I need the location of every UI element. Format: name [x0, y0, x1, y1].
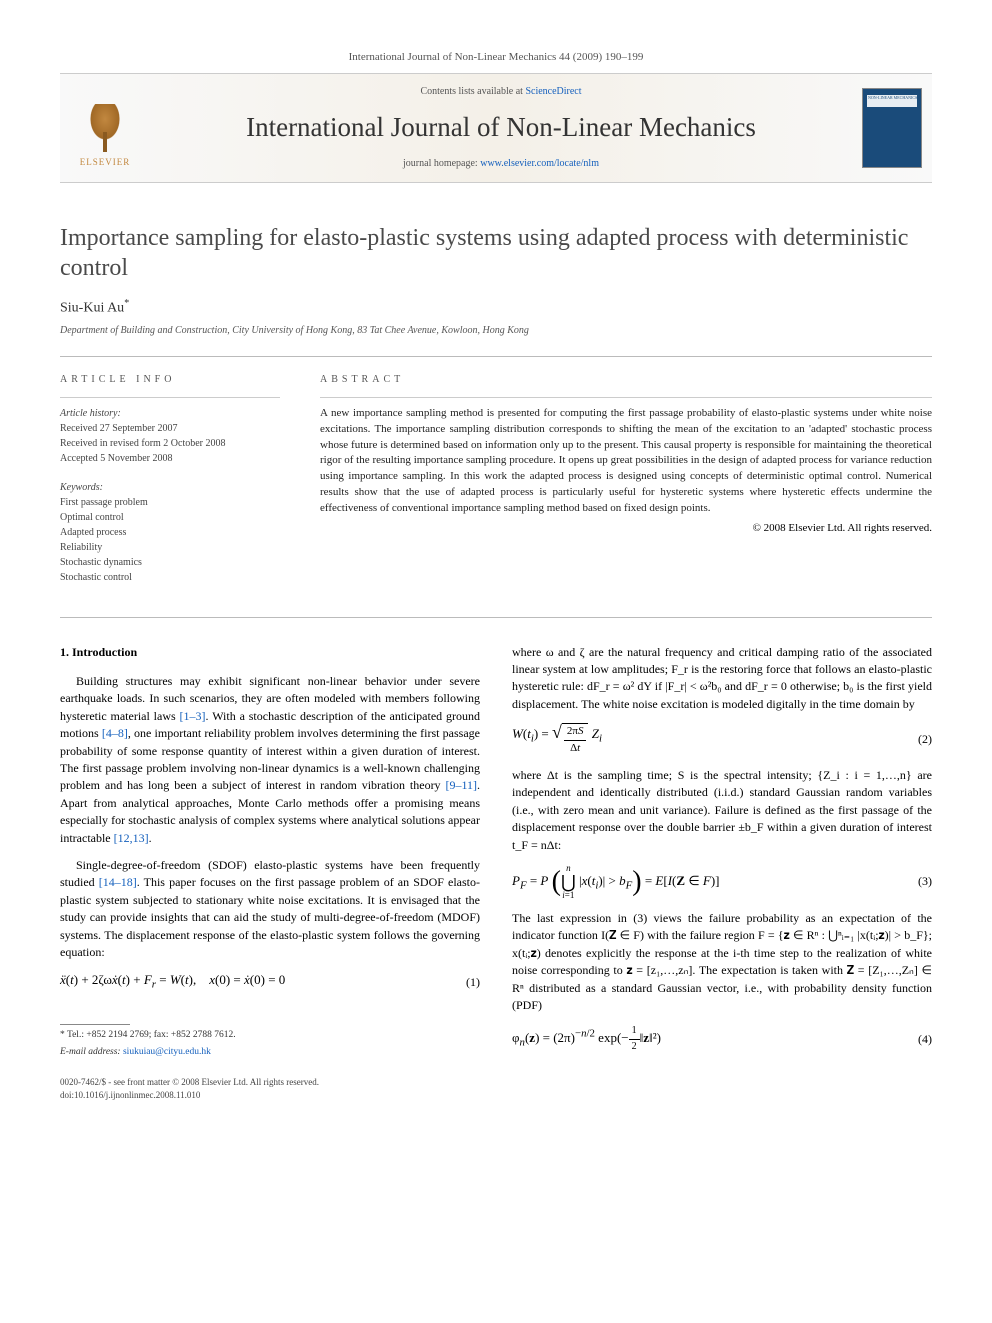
sciencedirect-link[interactable]: ScienceDirect	[525, 86, 581, 97]
author-name: Siu-Kui Au*	[60, 297, 932, 318]
divider-top	[60, 356, 932, 357]
equation-number: (3)	[902, 873, 932, 890]
citation-link[interactable]: [9–11]	[445, 778, 477, 792]
article-info-heading: ARTICLE INFO	[60, 373, 280, 387]
homepage-link[interactable]: www.elsevier.com/locate/nlm	[480, 158, 599, 169]
equation-body: PF = P (n⋃i=1 |x(ti)| > bF) = E[I(Z ∈ F)…	[512, 864, 902, 900]
abstract-block: ABSTRACT A new importance sampling metho…	[320, 373, 932, 599]
corresponding-footnote: * Tel.: +852 2194 2769; fax: +852 2788 7…	[60, 1029, 480, 1043]
info-rule	[60, 397, 280, 398]
elsevier-logo: ELSEVIER	[70, 88, 140, 168]
revised-date: Received in revised form 2 October 2008	[60, 436, 280, 451]
doi-line: doi:10.1016/j.ijnonlinmec.2008.11.010	[60, 1089, 480, 1102]
journal-homepage: journal homepage: www.elsevier.com/locat…	[140, 157, 862, 171]
journal-cover-thumbnail: NON-LINEAR MECHANICS	[862, 88, 922, 168]
elsevier-tree-icon	[80, 104, 130, 154]
article-meta-row: ARTICLE INFO Article history: Received 2…	[60, 373, 932, 599]
equation-4: φn(z) = (2π)−n/2 exp(−12‖z‖²) (4)	[512, 1024, 932, 1054]
equation-number: (2)	[902, 731, 932, 748]
footnote-rule	[60, 1024, 130, 1025]
citation-link[interactable]: [12,13]	[114, 831, 149, 845]
author-corresponding-mark: *	[124, 298, 129, 309]
divider-bottom	[60, 617, 932, 618]
article-history: Article history: Received 27 September 2…	[60, 406, 280, 466]
front-matter-footer: 0020-7462/$ - see front matter © 2008 El…	[60, 1076, 480, 1101]
abstract-heading: ABSTRACT	[320, 373, 932, 387]
keyword: Stochastic dynamics	[60, 555, 280, 570]
page: International Journal of Non-Linear Mech…	[0, 0, 992, 1151]
abstract-copyright: © 2008 Elsevier Ltd. All rights reserved…	[320, 521, 932, 536]
paragraph: The last expression in (3) views the fai…	[512, 910, 932, 1014]
paragraph: where ω and ζ are the natural frequency …	[512, 644, 932, 714]
section-1-title: 1. Introduction	[60, 644, 480, 661]
issn-line: 0020-7462/$ - see front matter © 2008 El…	[60, 1076, 480, 1089]
column-left: 1. Introduction Building structures may …	[60, 644, 480, 1102]
banner-center: Contents lists available at ScienceDirec…	[140, 85, 862, 171]
received-date: Received 27 September 2007	[60, 421, 280, 436]
email-link[interactable]: siukuiau@cityu.edu.hk	[123, 1047, 211, 1057]
keyword: Adapted process	[60, 525, 280, 540]
history-label: Article history:	[60, 406, 280, 421]
body-columns: 1. Introduction Building structures may …	[60, 644, 932, 1102]
paragraph: Building structures may exhibit signific…	[60, 673, 480, 847]
keywords-block: Keywords: First passage problem Optimal …	[60, 480, 280, 585]
keyword: Optimal control	[60, 510, 280, 525]
author-text: Siu-Kui Au	[60, 301, 124, 316]
cover-label: NON-LINEAR MECHANICS	[868, 96, 917, 100]
abstract-rule	[320, 397, 932, 398]
equation-body: φn(z) = (2π)−n/2 exp(−12‖z‖²)	[512, 1024, 902, 1054]
article-title: Importance sampling for elasto-plastic s…	[60, 223, 932, 283]
author-affiliation: Department of Building and Construction,…	[60, 324, 932, 338]
journal-banner: ELSEVIER Contents lists available at Sci…	[60, 73, 932, 183]
column-right: where ω and ζ are the natural frequency …	[512, 644, 932, 1102]
equation-body: W(ti) = √2πSΔt Zi	[512, 723, 902, 757]
equation-number: (1)	[450, 974, 480, 991]
equation-number: (4)	[902, 1031, 932, 1048]
citation-link[interactable]: [1–3]	[180, 709, 206, 723]
equation-body: ẍ(t) + 2ζωẋ(t) + Fr = W(t), x(0) = ẋ(0) …	[60, 971, 450, 993]
email-footnote: E-mail address: siukuiau@cityu.edu.hk	[60, 1046, 480, 1060]
keyword: Reliability	[60, 540, 280, 555]
equation-2: W(ti) = √2πSΔt Zi (2)	[512, 723, 932, 757]
paragraph: where Δt is the sampling time; S is the …	[512, 767, 932, 854]
contents-available: Contents lists available at ScienceDirec…	[140, 85, 862, 99]
email-label: E-mail address:	[60, 1047, 123, 1057]
keyword: Stochastic control	[60, 570, 280, 585]
paragraph: Single-degree-of-freedom (SDOF) elasto-p…	[60, 857, 480, 961]
keyword: First passage problem	[60, 495, 280, 510]
citation-link[interactable]: [14–18]	[99, 875, 137, 889]
journal-title: International Journal of Non-Linear Mech…	[140, 109, 862, 147]
abstract-text: A new importance sampling method is pres…	[320, 406, 932, 518]
article-info-sidebar: ARTICLE INFO Article history: Received 2…	[60, 373, 280, 599]
homepage-prefix: journal homepage:	[403, 158, 480, 169]
elsevier-label: ELSEVIER	[80, 156, 131, 169]
equation-1: ẍ(t) + 2ζωẋ(t) + Fr = W(t), x(0) = ẋ(0) …	[60, 971, 480, 993]
equation-3: PF = P (n⋃i=1 |x(ti)| > bF) = E[I(Z ∈ F)…	[512, 864, 932, 900]
citation-link[interactable]: [4–8]	[102, 726, 128, 740]
contents-prefix: Contents lists available at	[420, 86, 525, 97]
keywords-label: Keywords:	[60, 480, 280, 495]
accepted-date: Accepted 5 November 2008	[60, 451, 280, 466]
journal-citation-header: International Journal of Non-Linear Mech…	[60, 50, 932, 65]
